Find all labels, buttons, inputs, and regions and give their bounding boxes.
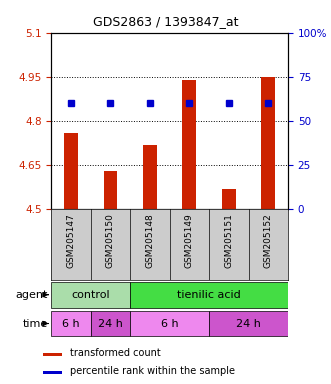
Text: GSM205150: GSM205150: [106, 213, 115, 268]
Bar: [64, 133, 78, 209]
Text: control: control: [71, 290, 110, 300]
Text: percentile rank within the sample: percentile rank within the sample: [70, 366, 235, 376]
Text: GDS2863 / 1393847_at: GDS2863 / 1393847_at: [93, 15, 238, 28]
Text: 24 h: 24 h: [98, 318, 123, 329]
Text: agent: agent: [16, 290, 48, 300]
Text: GSM205152: GSM205152: [264, 213, 273, 268]
Text: time: time: [23, 318, 48, 329]
Text: 6 h: 6 h: [161, 318, 178, 329]
Text: 6 h: 6 h: [62, 318, 80, 329]
Text: transformed count: transformed count: [70, 348, 161, 358]
Text: tienilic acid: tienilic acid: [177, 290, 241, 300]
Bar: [51, 311, 91, 336]
Text: GSM205147: GSM205147: [67, 213, 75, 268]
Text: GSM205148: GSM205148: [145, 213, 155, 268]
Bar: [104, 171, 118, 209]
Bar: [182, 80, 196, 209]
Bar: [261, 77, 275, 209]
Text: GSM205149: GSM205149: [185, 213, 194, 268]
Bar: [91, 311, 130, 336]
Bar: [43, 371, 62, 374]
Bar: [222, 189, 236, 209]
Bar: [143, 144, 157, 209]
Bar: [43, 353, 62, 356]
Text: GSM205151: GSM205151: [224, 213, 233, 268]
Bar: [51, 282, 130, 308]
Bar: [209, 311, 288, 336]
Bar: [130, 311, 209, 336]
Text: 24 h: 24 h: [236, 318, 261, 329]
Bar: [130, 282, 288, 308]
